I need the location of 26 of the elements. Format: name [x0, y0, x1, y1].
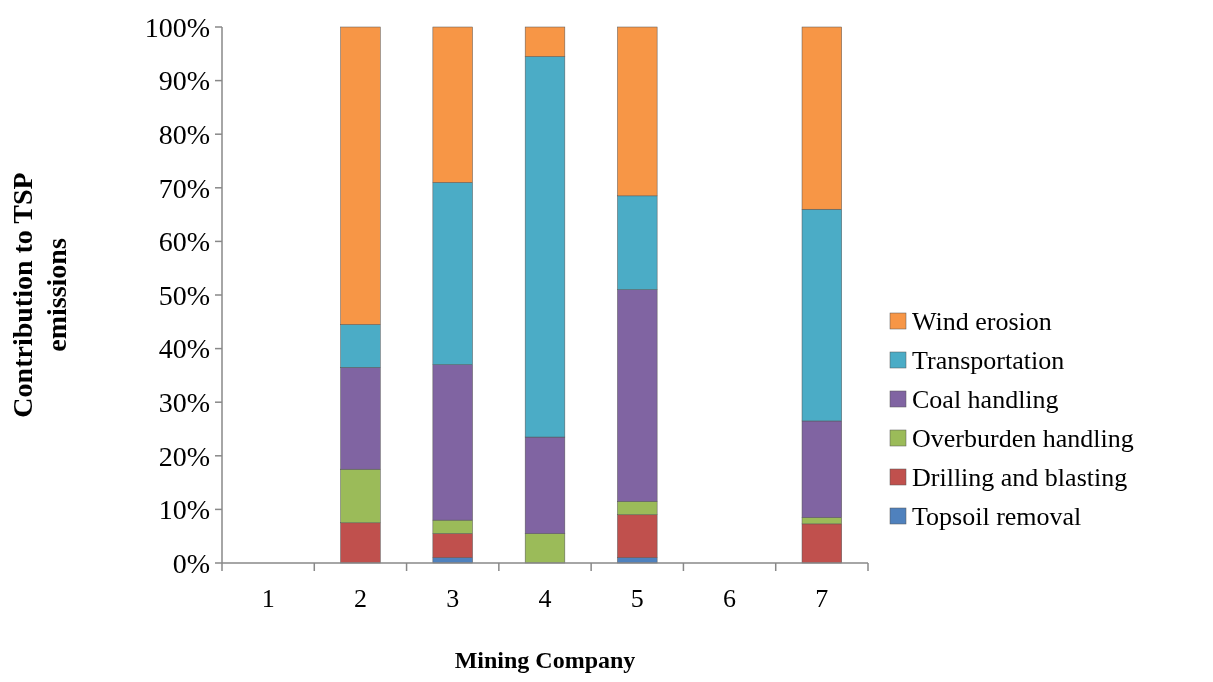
x-tick-label: 3: [446, 584, 460, 613]
y-tick-label: 20%: [158, 440, 210, 472]
legend-label: Transportation: [912, 346, 1065, 376]
y-tick-label: 80%: [158, 119, 210, 150]
y-tick-label: 10%: [158, 494, 210, 526]
x-tick-label: 6: [723, 584, 737, 613]
legend-label: Drilling and blasting: [912, 463, 1128, 493]
x-tick-label: 4: [538, 584, 552, 613]
legend-label: Topsoil removal: [912, 502, 1082, 532]
y-tick-label: 0%: [172, 547, 210, 579]
x-tick-label: 5: [630, 584, 644, 613]
y-tick-label: 100%: [144, 11, 210, 43]
x-axis-title: Mining Company: [454, 647, 636, 673]
y-tick-label: 90%: [158, 65, 210, 97]
legend-label: Overburden handling: [912, 424, 1134, 454]
y-tick-label: 70%: [158, 172, 210, 204]
legend-label: Wind erosion: [912, 307, 1052, 337]
legend-label: Coal handling: [912, 385, 1059, 415]
y-tick-label: 50%: [158, 279, 210, 311]
y-tick-label: 60%: [158, 226, 210, 258]
y-tick-label: 40%: [158, 333, 210, 365]
y-axis-title: Contribution to TSP emissions: [7, 172, 72, 418]
x-tick-label: 7: [815, 584, 829, 613]
x-tick-label: 1: [261, 584, 275, 613]
x-tick-label: 2: [353, 584, 367, 613]
y-tick-label: 30%: [158, 387, 210, 418]
